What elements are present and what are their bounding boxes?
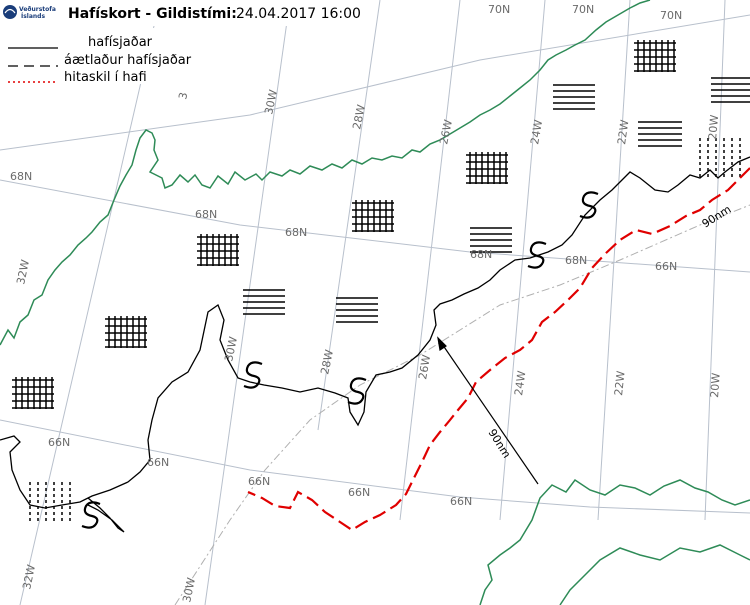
header-background: [0, 0, 372, 26]
lat-label: 68N: [565, 254, 587, 267]
lat-label: 66N: [48, 436, 70, 449]
ice-edge: [0, 156, 750, 533]
lon-label: 30W: [180, 576, 198, 603]
lon-label: 32W: [20, 563, 38, 590]
logo: Veðurstofa Íslands: [3, 5, 56, 20]
lat-label: 68N: [195, 208, 217, 221]
logo-emblem: [3, 5, 17, 19]
ice-edge-s-symbols: [81, 191, 599, 529]
distance-label: 90nm: [485, 427, 513, 461]
lon-label: 20W: [708, 372, 723, 398]
grid-labels: 70N 70N 70N 68N 68N 68N 68N 68N 66N 66N …: [10, 3, 723, 604]
lon-label: 20W: [706, 114, 721, 140]
lon-label: 22W: [612, 370, 628, 396]
lat-label: 66N: [655, 260, 677, 273]
distance-arrow: [437, 336, 539, 485]
lat-label: 68N: [285, 226, 307, 239]
lon-label: 3: [176, 91, 190, 101]
logo-text-line2: Íslands: [21, 12, 45, 20]
lat-label: 66N: [348, 486, 370, 499]
lat-label: 70N: [488, 3, 510, 16]
logo-text-line1: Veðurstofa: [19, 6, 56, 13]
legend-background: [0, 28, 230, 84]
lat-label: 68N: [10, 170, 32, 183]
lon-label: 32W: [14, 258, 32, 285]
legend-label-sea-front: hitaskil í hafi: [64, 70, 147, 85]
map-title: Hafískort - Gildistími:: [68, 6, 237, 22]
coastline-greenland: [0, 0, 651, 346]
lat-label: 66N: [450, 495, 472, 508]
lon-label: 28W: [318, 348, 336, 375]
lon-label: 28W: [350, 103, 368, 130]
lon-label: 30W: [222, 335, 240, 362]
lon-label: 24W: [512, 370, 528, 397]
lat-label: 66N: [248, 475, 270, 488]
ice-symbols-grid: [12, 40, 676, 409]
legend-label-estimated-ice-edge: áætlaður hafísjaðar: [64, 53, 192, 68]
map-validity-date: 24.04.2017 16:00: [236, 6, 361, 22]
lon-label: 30W: [262, 88, 280, 115]
lon-label: 26W: [437, 118, 455, 145]
legend-label-ice-edge: hafísjaðar: [88, 35, 153, 50]
lat-label: 70N: [572, 3, 594, 16]
coastline-iceland: [479, 478, 750, 605]
lon-label: 22W: [615, 119, 631, 146]
ice-symbols-dashed: [29, 138, 741, 522]
lat-label: 68N: [470, 248, 492, 261]
lon-label: 26W: [416, 354, 433, 381]
estimated-ice-edge: [247, 167, 750, 532]
ice-symbols-lines: [243, 77, 750, 323]
lat-label: 70N: [660, 9, 682, 22]
ship-track: [174, 204, 750, 605]
legend: hafísjaðar áætlaður hafísjaðar hitaskil …: [0, 28, 230, 85]
lat-label: 66N: [147, 456, 169, 469]
lon-label: 24W: [528, 119, 545, 146]
